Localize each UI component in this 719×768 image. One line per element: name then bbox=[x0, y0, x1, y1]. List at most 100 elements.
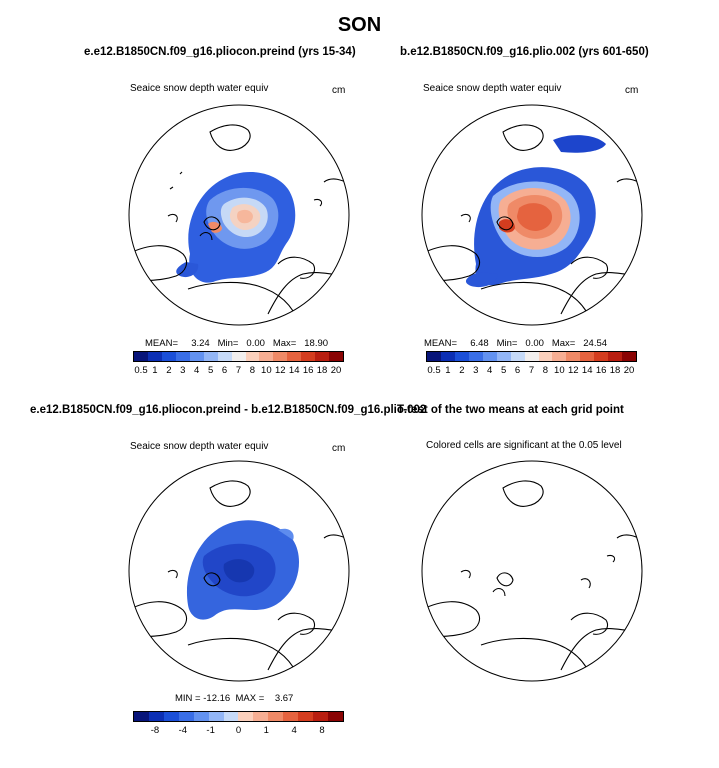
panel-2-colorbar-tick-label: 12 bbox=[567, 365, 579, 376]
panel-3-title: e.e12.B1850CN.f09_g16.pliocon.preind - b… bbox=[30, 404, 427, 416]
panel-1-variable-label: Seaice snow depth water equiv bbox=[130, 83, 269, 94]
panel-2-colorbar-tick-label: 18 bbox=[609, 365, 621, 376]
panel-1-colorbar-tick-label: 10 bbox=[261, 365, 272, 376]
panel-1-colorbar-swatch-5 bbox=[203, 352, 218, 361]
panel-2-colorbar-tick-label: 10 bbox=[554, 365, 565, 376]
panel-2-max-label: Max= bbox=[551, 338, 576, 349]
panel-3-colorbar-swatch-12 bbox=[313, 712, 328, 721]
panel-3-colorbar-tick-label: -4 bbox=[178, 725, 188, 736]
panel-1-colorbar-tick-label: 0.5 bbox=[134, 365, 148, 376]
panel-3-colorbar-swatch-7 bbox=[238, 712, 254, 721]
panel-2-colorbar-tick-label: 20 bbox=[623, 365, 635, 376]
panel-2-colorbar-swatch-9 bbox=[552, 352, 567, 361]
panel-1-units-label: cm bbox=[332, 85, 346, 96]
panel-2-colorbar-tick-label: 1 bbox=[445, 365, 451, 376]
panel-1-colorbar-swatch-10 bbox=[273, 352, 288, 361]
panel-1-colorbar-tick-label: 5 bbox=[207, 365, 214, 376]
panel-3-colorbar-tick-label: -1 bbox=[206, 725, 215, 736]
panel-3-colorbar-swatch-3 bbox=[178, 712, 194, 721]
panel-2-colorbar-tick-label: 3 bbox=[473, 365, 479, 376]
panel-2-colorbar-ticks: 0.5 1 2 3 4 5 6 7 8 10 12 14 16 18 20 bbox=[426, 365, 637, 377]
panel-2-colorbar-swatch-13 bbox=[608, 352, 623, 361]
panel-3-colorbar-tick-label: 8 bbox=[319, 725, 325, 736]
panel-1-colorbar-swatch-14 bbox=[329, 352, 344, 361]
panel-2-colorbar-tick-label: 5 bbox=[500, 365, 507, 376]
panel-2-colorbar-swatch-3 bbox=[468, 352, 483, 361]
panel-3-colorbar-swatch-10 bbox=[283, 712, 299, 721]
panel-2-variable-label: Seaice snow depth water equiv bbox=[423, 83, 562, 94]
panel-1-mean-value: 3.24 bbox=[191, 338, 210, 349]
panel-3-colorbar-swatch-4 bbox=[193, 712, 209, 721]
panel-1-colorbar-tick-label: 8 bbox=[249, 365, 256, 376]
figure-title: SON bbox=[337, 14, 382, 36]
panel-4-significance-note: Colored cells are significant at the 0.0… bbox=[426, 440, 622, 451]
panel-1-title: e.e12.B1850CN.f09_g16.pliocon.preind (yr… bbox=[84, 46, 356, 58]
panel-1-colorbar-swatch-8 bbox=[245, 352, 260, 361]
panel-1-colorbar-swatch-7 bbox=[231, 352, 246, 361]
panel-3-colorbar-swatch-13 bbox=[327, 712, 343, 721]
panel-3-colorbar-swatch-11 bbox=[298, 712, 314, 721]
panel-2-polar-map bbox=[421, 104, 643, 326]
panel-1-min-value: 0.00 bbox=[246, 338, 265, 349]
panel-3-colorbar-swatch-2 bbox=[163, 712, 179, 721]
panel-1-colorbar-tick-label: 18 bbox=[316, 365, 328, 376]
panel-1-colorbar-tick-label: 6 bbox=[221, 365, 228, 376]
panel-2-colorbar-tick-label: 16 bbox=[595, 365, 607, 376]
panel-2-colorbar-swatch-7 bbox=[524, 352, 539, 361]
panel-2-mean-label: MEAN= bbox=[424, 338, 457, 349]
panel-2-colorbar bbox=[426, 351, 637, 362]
panel-2-min-value: 0.00 bbox=[525, 338, 544, 349]
panel-1-polar-map bbox=[128, 104, 350, 326]
panel-4-polar-map bbox=[421, 460, 643, 682]
panel-3-polar-map bbox=[128, 460, 350, 682]
panel-1-colorbar-tick-label: 3 bbox=[180, 365, 186, 376]
panel-1-colorbar-swatch-4 bbox=[189, 352, 204, 361]
panel-3-colorbar-swatch-9 bbox=[268, 712, 284, 721]
panel-2-colorbar-swatch-12 bbox=[594, 352, 609, 361]
panel-1-min-label: Min= bbox=[217, 338, 239, 349]
panel-1-colorbar-ticks: 0.5 1 2 3 4 5 6 7 8 10 12 14 16 18 20 bbox=[133, 365, 344, 377]
panel-1-colorbar-tick-label: 4 bbox=[194, 365, 200, 376]
panel-1-colorbar-tick-label: 16 bbox=[302, 365, 314, 376]
panel-3-colorbar-ticks: -8 -4 -1 0 1 4 8 bbox=[133, 725, 344, 737]
panel-2-colorbar-tick-label: 4 bbox=[487, 365, 493, 376]
panel-1-colorbar-tick-label: 2 bbox=[166, 365, 172, 376]
panel-2-colorbar-swatch-2 bbox=[454, 352, 469, 361]
panel-2-colorbar-swatch-1 bbox=[440, 352, 455, 361]
panel-2-units-label: cm bbox=[625, 85, 639, 96]
panel-3-colorbar-tick-label: 0 bbox=[235, 725, 242, 736]
panel-1-max-label: Max= bbox=[272, 338, 297, 349]
panel-2-colorbar-swatch-11 bbox=[580, 352, 595, 361]
panel-2-min-label: Min= bbox=[496, 338, 518, 349]
panel-1-colorbar-swatch-6 bbox=[217, 352, 232, 361]
panel-2-colorbar-tick-label: 14 bbox=[581, 365, 593, 376]
panel-3-colorbar-swatch-8 bbox=[253, 712, 269, 721]
panel-2-colorbar-swatch-10 bbox=[566, 352, 581, 361]
panel-3-colorbar-swatch-5 bbox=[208, 712, 224, 721]
panel-3-colorbar-swatch-6 bbox=[223, 712, 239, 721]
panel-2-colorbar-tick-label: 6 bbox=[514, 365, 521, 376]
panel-1-colorbar-swatch-3 bbox=[175, 352, 190, 361]
panel-1-colorbar-tick-label: 1 bbox=[152, 365, 158, 376]
panel-2-colorbar-tick-label: 2 bbox=[459, 365, 465, 376]
panel-2-colorbar-swatch-5 bbox=[496, 352, 511, 361]
panel-3-colorbar-swatch-0 bbox=[134, 712, 149, 721]
panel-1-colorbar-tick-label: 12 bbox=[274, 365, 286, 376]
panel-2-stats: MEAN= 6.48 Min= 0.00 Max= 24.54 bbox=[424, 338, 607, 349]
panel-1-colorbar bbox=[133, 351, 344, 362]
panel-1-colorbar-swatch-1 bbox=[147, 352, 162, 361]
panel-2-colorbar-swatch-14 bbox=[622, 352, 637, 361]
panel-3-colorbar-tick-label: -8 bbox=[150, 725, 160, 736]
panel-1-colorbar-tick-label: 20 bbox=[330, 365, 342, 376]
panel-2-colorbar-tick-label: 8 bbox=[542, 365, 549, 376]
panel-3-stats: MIN = -12.16 MAX = 3.67 bbox=[175, 693, 293, 704]
panel-1-colorbar-tick-label: 7 bbox=[235, 365, 242, 376]
panel-2-colorbar-tick-label: 7 bbox=[528, 365, 535, 376]
panel-2-colorbar-tick-label: 0.5 bbox=[427, 365, 441, 376]
panel-1-colorbar-swatch-0 bbox=[134, 352, 148, 361]
panel-1-colorbar-swatch-12 bbox=[301, 352, 316, 361]
panel-2-colorbar-swatch-4 bbox=[482, 352, 497, 361]
panel-1-max-value: 18.90 bbox=[304, 338, 329, 349]
panel-3-variable-label: Seaice snow depth water equiv bbox=[130, 441, 269, 452]
panel-2-title: b.e12.B1850CN.f09_g16.plio.002 (yrs 601-… bbox=[400, 46, 649, 58]
